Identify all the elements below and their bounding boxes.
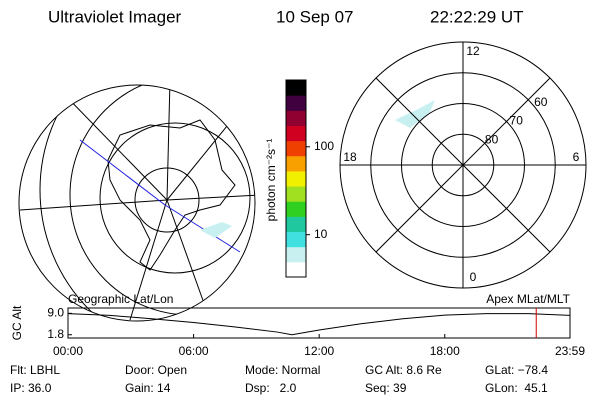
color-band bbox=[286, 95, 306, 111]
time: 22:22:29 UT bbox=[430, 7, 524, 26]
plot-left-label: Geographic Lat/Lon bbox=[68, 292, 173, 306]
info-field: Dsp: 2.0 bbox=[245, 381, 297, 395]
x-tick-label: 18:00 bbox=[430, 344, 460, 358]
hour-label: 0 bbox=[470, 270, 477, 284]
color-band bbox=[286, 246, 306, 263]
instrument: Ultraviolet Imager bbox=[48, 7, 182, 26]
lat-circle bbox=[370, 72, 556, 258]
plot-right-label: Apex MLat/MLT bbox=[486, 292, 570, 306]
info-field: IP: 36.0 bbox=[10, 381, 52, 395]
color-band bbox=[286, 231, 306, 248]
colorbar-label: photon cm⁻²s⁻¹ bbox=[264, 139, 278, 222]
info-field: Flt: LBHL bbox=[10, 363, 60, 377]
x-tick-label: 06:00 bbox=[179, 344, 209, 358]
plot-ylabel: GC Alt bbox=[10, 305, 24, 340]
color-band bbox=[286, 170, 306, 187]
info-field: GLat: −78.4 bbox=[485, 363, 548, 377]
lat-label: 60 bbox=[534, 95, 548, 109]
hour-label: 18 bbox=[343, 150, 357, 164]
y-tick-label: 9.0 bbox=[47, 306, 64, 320]
lat-label: 70 bbox=[510, 114, 524, 128]
altitude-line bbox=[67, 313, 571, 336]
lat-circle bbox=[431, 133, 495, 197]
color-band bbox=[286, 201, 306, 217]
info-panel: Flt: LBHL Door: Open Mode: Normal GC Alt: 8… bbox=[10, 363, 548, 395]
x-tick-label: 00:00 bbox=[53, 344, 83, 358]
info-field: Gain: 14 bbox=[125, 381, 171, 395]
info-field: GLon: 45.1 bbox=[485, 381, 548, 395]
colorbar: 10 100 bbox=[285, 79, 334, 278]
x-tick-label: 12:00 bbox=[304, 344, 334, 358]
date: 10 Sep 07 bbox=[276, 7, 354, 26]
info-field: GC Alt: 8.6 Re bbox=[365, 363, 442, 377]
info-field: Seq: 39 bbox=[365, 381, 407, 395]
tick-label: 100 bbox=[314, 139, 334, 153]
plot-frame bbox=[67, 307, 571, 339]
lat-circle bbox=[401, 103, 525, 227]
color-band bbox=[286, 125, 306, 142]
hour-label: 12 bbox=[466, 44, 480, 58]
lat-label: 80 bbox=[485, 132, 499, 146]
x-tick-label: 23:59 bbox=[555, 344, 585, 358]
color-band bbox=[286, 186, 306, 202]
info-field: Mode: Normal bbox=[245, 363, 320, 377]
color-band bbox=[286, 216, 306, 233]
geo-map bbox=[18, 84, 256, 322]
info-field: Door: Open bbox=[125, 363, 187, 377]
color-band bbox=[286, 80, 306, 96]
color-band bbox=[286, 155, 306, 172]
altitude-plot: Geographic Lat/Lon Apex MLat/MLT GC Alt 9.0… bbox=[10, 292, 585, 358]
color-band bbox=[286, 261, 306, 278]
hour-label: 6 bbox=[573, 150, 580, 164]
y-tick-label: 1.8 bbox=[47, 327, 64, 341]
colorbar-frame bbox=[285, 79, 307, 278]
color-band bbox=[286, 110, 306, 126]
tick-label: 10 bbox=[314, 227, 328, 241]
color-band bbox=[286, 140, 306, 157]
